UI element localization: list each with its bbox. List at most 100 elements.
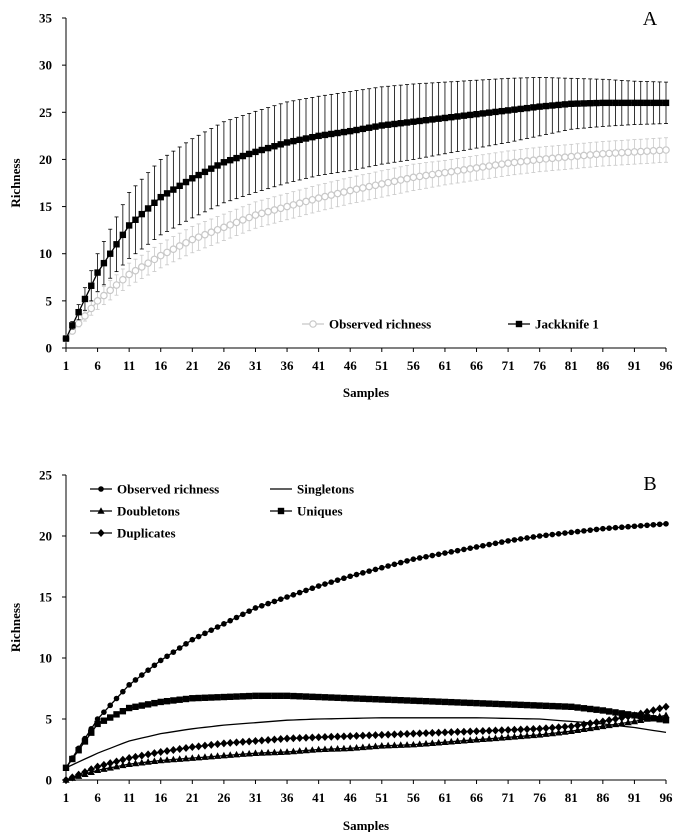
- data-point: [290, 734, 297, 742]
- data-point: [411, 556, 417, 562]
- data-point: [113, 241, 119, 247]
- data-point: [518, 106, 524, 112]
- y-tick-label: 25: [39, 468, 53, 483]
- data-point: [347, 695, 353, 701]
- data-point: [455, 548, 461, 554]
- data-point: [448, 699, 454, 705]
- data-point: [625, 100, 631, 106]
- data-point: [461, 112, 467, 118]
- data-point: [632, 523, 638, 529]
- data-point: [101, 260, 107, 266]
- data-point: [328, 579, 334, 585]
- data-point: [492, 109, 498, 115]
- data-point: [120, 708, 126, 714]
- data-point: [220, 739, 227, 747]
- data-point: [600, 151, 606, 157]
- data-point: [435, 729, 442, 737]
- data-point: [227, 694, 233, 700]
- data-point: [183, 696, 189, 702]
- data-point: [246, 214, 252, 220]
- data-point: [448, 168, 454, 174]
- data-point: [448, 114, 454, 120]
- data-point: [574, 100, 580, 106]
- data-point: [606, 525, 612, 531]
- x-tick-label: 71: [502, 358, 515, 373]
- x-tick-label: 51: [375, 358, 388, 373]
- data-point: [259, 693, 265, 699]
- data-point: [366, 568, 372, 574]
- data-point: [107, 703, 113, 709]
- data-point: [334, 733, 341, 741]
- data-point: [272, 599, 278, 605]
- data-point: [492, 726, 499, 734]
- data-point: [340, 732, 347, 740]
- data-point: [126, 754, 133, 762]
- data-point: [650, 706, 657, 714]
- data-point: [499, 701, 505, 707]
- data-point: [341, 695, 347, 701]
- data-point: [644, 522, 650, 528]
- data-point: [158, 699, 164, 705]
- data-point: [360, 185, 366, 191]
- data-point: [227, 157, 233, 163]
- legend-label: Observed richness: [117, 482, 219, 497]
- data-point: [183, 641, 189, 647]
- data-point: [631, 100, 637, 106]
- data-point: [246, 693, 252, 699]
- data-point: [88, 305, 94, 311]
- legend-marker: [310, 321, 316, 327]
- data-point: [227, 618, 233, 624]
- data-point: [107, 287, 113, 293]
- data-point: [145, 667, 151, 673]
- data-point: [473, 111, 479, 117]
- data-point: [303, 693, 309, 699]
- data-point: [416, 729, 423, 737]
- y-tick-label: 0: [46, 773, 53, 788]
- data-point: [107, 759, 114, 767]
- data-point: [309, 197, 315, 203]
- series-line: [66, 150, 666, 339]
- data-point: [170, 746, 177, 754]
- data-point: [404, 175, 410, 181]
- data-point: [196, 634, 202, 640]
- data-point: [341, 575, 347, 581]
- data-point: [69, 322, 75, 328]
- data-point: [233, 219, 239, 225]
- data-point: [353, 127, 359, 133]
- data-point: [555, 703, 561, 709]
- data-point: [423, 172, 429, 178]
- data-point: [454, 728, 461, 736]
- data-point: [379, 181, 385, 187]
- data-point: [75, 747, 81, 753]
- data-point: [208, 627, 214, 633]
- data-point: [113, 757, 120, 765]
- x-tick-label: 31: [249, 358, 262, 373]
- data-point: [442, 550, 448, 556]
- data-point: [284, 139, 290, 145]
- data-point: [158, 658, 164, 664]
- data-point: [404, 697, 410, 703]
- legend-item: Singletons: [270, 482, 354, 497]
- panel-letter: B: [643, 473, 656, 495]
- data-point: [562, 101, 568, 107]
- data-point: [157, 748, 164, 756]
- y-tick-label: 30: [39, 58, 52, 73]
- series-observed-richness: [63, 521, 669, 771]
- data-point: [315, 195, 321, 201]
- data-point: [467, 112, 473, 118]
- data-point: [265, 601, 271, 607]
- data-point: [606, 716, 613, 724]
- data-point: [176, 183, 182, 189]
- x-tick-label: 76: [533, 358, 547, 373]
- data-point: [258, 736, 265, 744]
- data-point: [271, 693, 277, 699]
- data-point: [233, 738, 240, 746]
- data-point: [593, 718, 600, 726]
- x-tick-label: 86: [596, 358, 610, 373]
- x-tick-label: 46: [344, 790, 358, 805]
- data-point: [309, 694, 315, 700]
- data-point: [246, 151, 252, 157]
- data-point: [505, 160, 511, 166]
- data-point: [392, 562, 398, 568]
